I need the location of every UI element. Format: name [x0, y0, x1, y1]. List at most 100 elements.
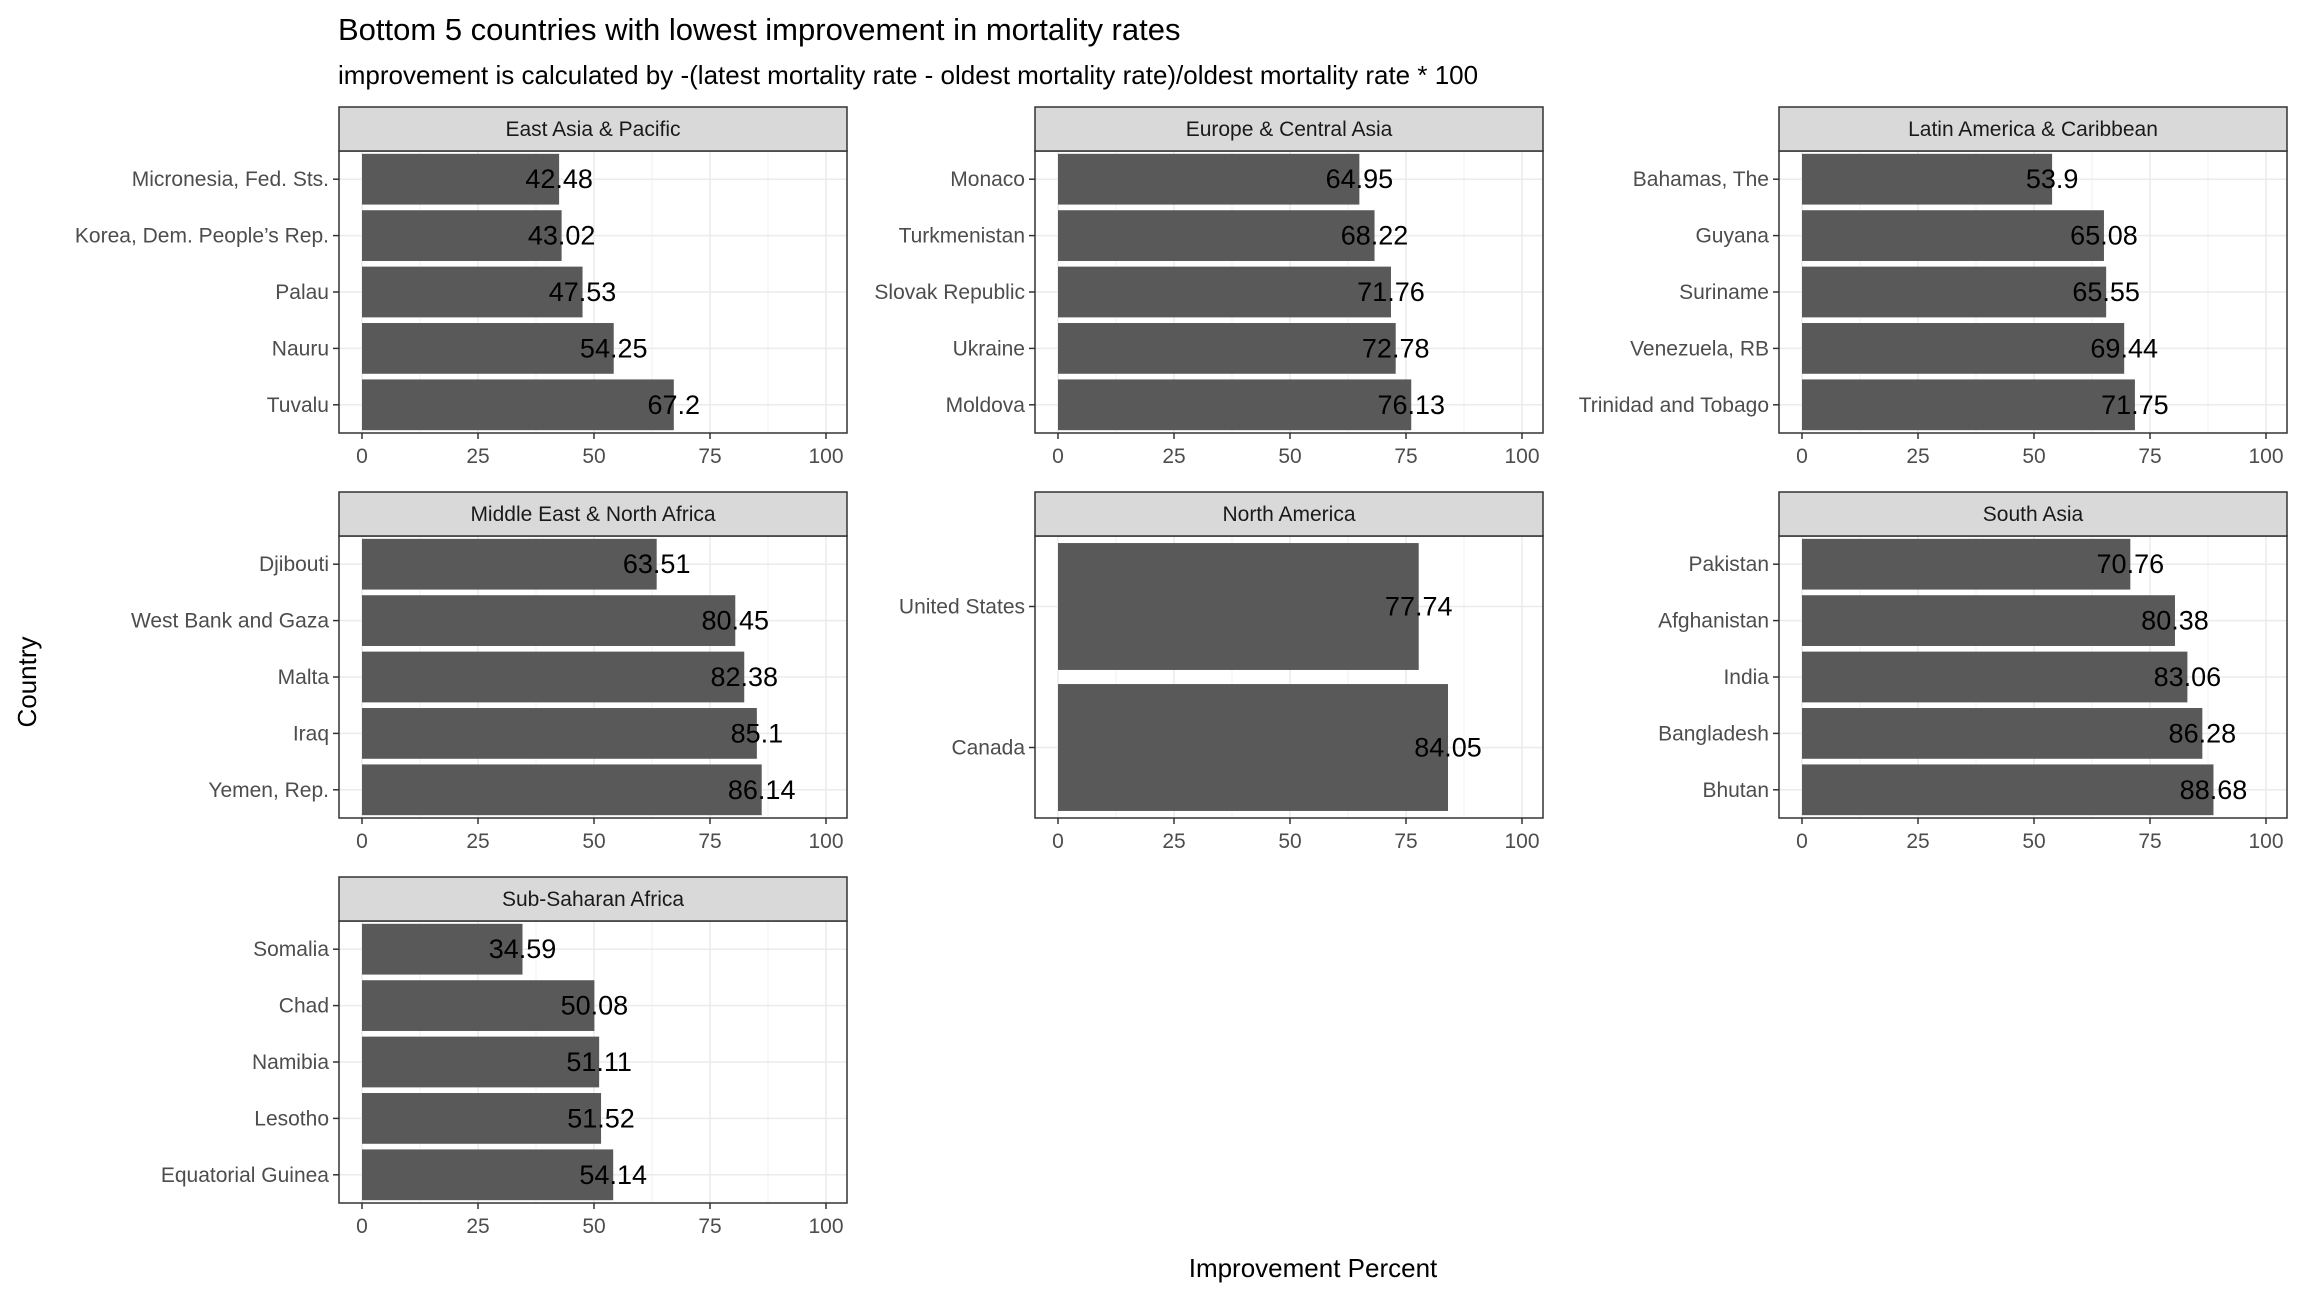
x-tick-label: 0 — [356, 445, 368, 468]
strip-background — [1778, 491, 2288, 537]
y-tick-label-nauru: Nauru — [272, 337, 329, 360]
bar-bahamas-the — [1802, 153, 2053, 205]
bar-micronesia-fed-sts — [362, 153, 560, 205]
bar-venezuela-rb — [1802, 323, 2125, 374]
bar-chad — [362, 980, 595, 1031]
y-tick-label-yemen-rep: Yemen, Rep. — [208, 779, 329, 802]
data-label-united-states: 77.74 — [1385, 592, 1453, 622]
x-tick-label: 25 — [1162, 445, 1185, 468]
y-tick-label-tuvalu: Tuvalu — [267, 394, 329, 417]
x-tick-label: 50 — [2022, 445, 2045, 468]
data-label-bahamas-the: 53.9 — [2026, 164, 2079, 194]
x-tick-label: 75 — [698, 1215, 721, 1238]
bar-guyana — [1802, 210, 2104, 261]
facet-east-asia-pacific: 42.48 Micronesia, Fed. Sts. 43.02 Korea, De… — [75, 106, 848, 468]
bar-equatorial-guinea — [362, 1149, 614, 1201]
bar-west-bank-and-gaza — [362, 595, 736, 646]
facet-latin-america-caribbean: 53.9 Bahamas, The 65.08 Guyana 65.55 Suriname… — [1579, 106, 2288, 468]
bar-ukraine — [1058, 323, 1396, 374]
x-tick-label: 100 — [2248, 445, 2283, 468]
y-tick-label-ukraine: Ukraine — [953, 337, 1025, 360]
strip-label-latin-america-caribbean: Latin America & Caribbean — [1908, 118, 2158, 141]
x-tick-label: 0 — [356, 830, 368, 853]
bar-suriname — [1802, 266, 2107, 318]
bar-yemen-rep — [362, 764, 762, 816]
y-tick-label-malta: Malta — [278, 666, 330, 689]
bar-iraq — [362, 708, 757, 759]
data-label-afghanistan: 80.38 — [2141, 606, 2209, 636]
x-tick-label: 25 — [1906, 445, 1929, 468]
x-tick-label: 50 — [582, 445, 605, 468]
data-label-guyana: 65.08 — [2070, 221, 2138, 251]
y-tick-label-moldova: Moldova — [946, 394, 1026, 417]
data-label-namibia: 51.11 — [566, 1047, 632, 1077]
y-tick-label-djibouti: Djibouti — [259, 553, 329, 576]
x-tick-label: 25 — [466, 445, 489, 468]
strip-background — [338, 106, 848, 152]
y-tick-label-namibia: Namibia — [252, 1051, 329, 1074]
data-label-west-bank-and-gaza: 80.45 — [701, 606, 769, 636]
x-tick-label: 50 — [1278, 830, 1301, 853]
data-label-monaco: 64.95 — [1326, 164, 1394, 194]
data-label-somalia: 34.59 — [489, 934, 557, 964]
x-tick-label: 25 — [466, 1215, 489, 1238]
data-label-palau: 47.53 — [549, 277, 617, 307]
x-tick-label: 50 — [2022, 830, 2045, 853]
data-label-iraq: 85.1 — [731, 718, 784, 748]
strip-background — [1034, 491, 1544, 537]
bar-united-states — [1058, 543, 1419, 670]
facet-north-america: 77.74 United States 84.05 Canada North Ameri… — [899, 491, 1544, 853]
x-tick-label: 100 — [2248, 830, 2283, 853]
strip-label-sub-saharan-africa: Sub-Saharan Africa — [502, 888, 684, 911]
bar-nauru — [362, 323, 614, 374]
x-tick-label: 25 — [1906, 830, 1929, 853]
x-tick-label: 0 — [1796, 445, 1808, 468]
bar-malta — [362, 651, 745, 703]
data-label-equatorial-guinea: 54.14 — [579, 1160, 647, 1190]
data-label-suriname: 65.55 — [2072, 277, 2140, 307]
y-tick-label-venezuela-rb: Venezuela, RB — [1630, 337, 1769, 360]
data-label-slovak-republic: 71.76 — [1357, 277, 1425, 307]
bar-tuvalu — [362, 379, 674, 431]
y-tick-label-bangladesh: Bangladesh — [1658, 722, 1769, 745]
y-tick-label-chad: Chad — [279, 995, 329, 1018]
data-label-pakistan: 70.76 — [2097, 549, 2165, 579]
x-tick-label: 75 — [698, 830, 721, 853]
x-tick-label: 75 — [2138, 830, 2161, 853]
x-tick-label: 75 — [698, 445, 721, 468]
y-tick-label-trinidad-and-tobago: Trinidad and Tobago — [1579, 394, 1769, 417]
bar-turkmenistan — [1058, 210, 1375, 261]
y-tick-label-equatorial-guinea: Equatorial Guinea — [161, 1164, 329, 1187]
data-label-ukraine: 72.78 — [1362, 333, 1430, 363]
y-tick-label-micronesia-fed-sts: Micronesia, Fed. Sts. — [132, 168, 329, 191]
y-tick-label-india: India — [1723, 666, 1769, 689]
x-tick-label: 0 — [356, 1215, 368, 1238]
data-label-trinidad-and-tobago: 71.75 — [2101, 390, 2169, 420]
x-tick-label: 100 — [808, 830, 843, 853]
y-tick-label-palau: Palau — [275, 281, 329, 304]
y-tick-label-pakistan: Pakistan — [1688, 553, 1769, 576]
strip-background — [1778, 106, 2288, 152]
data-label-malta: 82.38 — [710, 662, 778, 692]
bar-pakistan — [1802, 538, 2131, 590]
x-tick-label: 100 — [1504, 830, 1539, 853]
chart-subtitle: improvement is calculated by -(latest mo… — [338, 60, 1478, 90]
bar-india — [1802, 651, 2188, 703]
data-label-yemen-rep: 86.14 — [728, 775, 796, 805]
strip-label-south-asia: South Asia — [1983, 503, 2084, 526]
strip-background — [338, 876, 848, 922]
x-tick-label: 25 — [466, 830, 489, 853]
x-axis-title: Improvement Percent — [1189, 1253, 1438, 1283]
data-label-moldova: 76.13 — [1377, 390, 1445, 420]
x-tick-label: 50 — [1278, 445, 1301, 468]
bar-lesotho — [362, 1093, 602, 1144]
x-tick-label: 100 — [1504, 445, 1539, 468]
strip-label-north-america: North America — [1222, 503, 1355, 526]
y-tick-label-monaco: Monaco — [950, 168, 1025, 191]
y-tick-label-bahamas-the: Bahamas, The — [1633, 168, 1769, 191]
y-tick-label-slovak-republic: Slovak Republic — [874, 281, 1025, 304]
data-label-venezuela-rb: 69.44 — [2090, 333, 2158, 363]
data-label-canada: 84.05 — [1414, 733, 1482, 763]
facet-europe-central-asia: 64.95 Monaco 68.22 Turkmenistan 71.76 Slovak … — [874, 106, 1544, 468]
